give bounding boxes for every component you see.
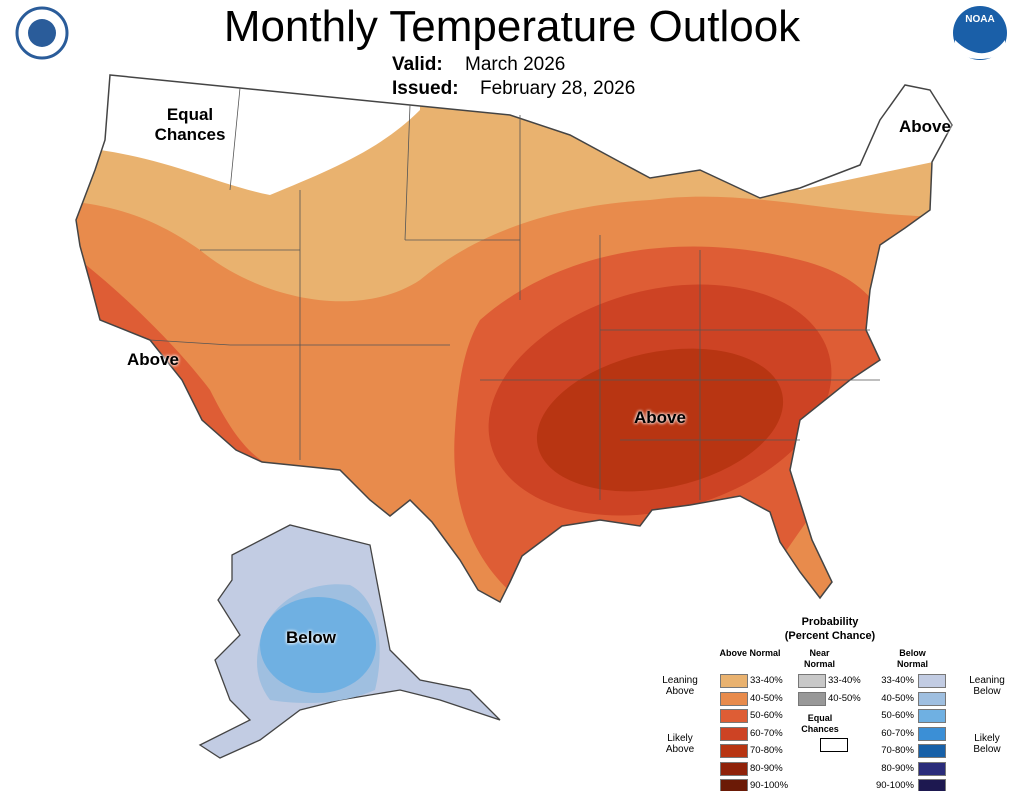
- legend-swatch: [720, 674, 748, 688]
- map-label: Below: [285, 628, 337, 647]
- legend-swatch: [720, 779, 748, 791]
- noaa-logo: NOAA: [965, 14, 994, 25]
- legend-side-label: Leaning Above: [662, 675, 698, 697]
- legend-label: 33-40%: [881, 675, 914, 686]
- valid: March 2026: [465, 54, 566, 75]
- conus-border: [75, 74, 953, 604]
- legend-swatch: [798, 691, 826, 706]
- valid-label: Valid:: [392, 54, 443, 75]
- legend-label: 70-80%: [881, 745, 914, 756]
- legend-equal-chances: Equal Chances: [801, 713, 839, 734]
- legend-swatch: [918, 674, 946, 688]
- legend-label: 60-70%: [881, 727, 914, 739]
- legend-swatch: [720, 761, 748, 776]
- legend-swatch: [720, 744, 748, 758]
- map-label: Above: [127, 350, 179, 369]
- legend-title: Probability: [801, 616, 859, 628]
- legend-label: 40-50%: [828, 692, 861, 704]
- legend-label: 90-100%: [875, 780, 914, 791]
- legend-swatch: [918, 744, 946, 758]
- legend-label: 50-60%: [750, 710, 783, 721]
- legend-label: 33-40%: [750, 675, 783, 686]
- legend-swatch: [918, 761, 946, 776]
- legend-heading: Near Normal: [803, 648, 835, 669]
- legend-label: 50-60%: [881, 710, 914, 721]
- legend-label: 60-70%: [750, 727, 783, 739]
- legend-swatch: [720, 726, 748, 741]
- title: Monthly Temperature Outlook: [223, 2, 801, 51]
- legend-label: 40-50%: [881, 692, 914, 704]
- legend-side-label: Likely Above: [665, 733, 695, 755]
- noaa-logo-bg: [953, 6, 1007, 60]
- legend-swatch: [820, 738, 848, 752]
- legend-swatch: [798, 674, 826, 688]
- legend-label: 70-80%: [750, 745, 783, 756]
- legend-side-label: Likely Below: [973, 733, 1001, 755]
- legend-label: 80-90%: [881, 762, 914, 774]
- legend-label: 80-90%: [750, 762, 783, 774]
- map-label: Above: [634, 408, 686, 427]
- legend-subtitle: (Percent Chance): [784, 630, 876, 642]
- issued: February 28, 2026: [480, 78, 636, 99]
- legend-swatch: [918, 779, 946, 791]
- legend-label: 40-50%: [750, 692, 783, 704]
- issued-label: Issued:: [392, 78, 459, 99]
- legend-swatch: [918, 709, 946, 723]
- legend-label: 90-100%: [750, 780, 789, 791]
- legend-swatch: [720, 691, 748, 706]
- legend-swatch: [918, 691, 946, 706]
- legend-label: 33-40%: [828, 675, 861, 686]
- legend-side-label: Leaning Below: [969, 675, 1005, 697]
- map-label: Equal Chances: [154, 105, 226, 144]
- legend-swatch: [720, 709, 748, 723]
- map-label: Above: [899, 117, 951, 136]
- state-lines: [149, 87, 880, 500]
- legend-heading: Below Normal: [896, 648, 928, 669]
- legend-swatch: [918, 726, 946, 741]
- legend-heading: Above Normal: [719, 648, 781, 658]
